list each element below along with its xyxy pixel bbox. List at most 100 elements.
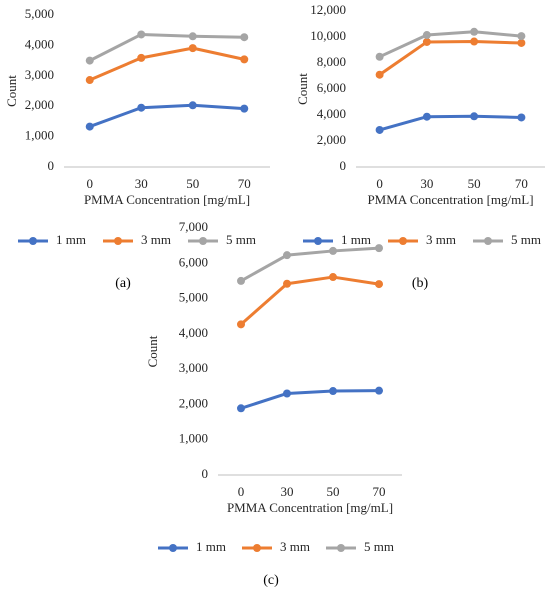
legend-marker bbox=[29, 237, 37, 245]
series-1mm bbox=[237, 386, 383, 413]
y-tick-label: 4,000 bbox=[25, 36, 54, 51]
series-line bbox=[89, 32, 245, 62]
data-point bbox=[329, 387, 337, 396]
data-point bbox=[85, 56, 94, 65]
legend-marker bbox=[337, 544, 345, 552]
data-point bbox=[517, 38, 526, 47]
y-axis-title: Count bbox=[145, 335, 160, 367]
legend-item: 3 mm bbox=[388, 232, 456, 247]
x-tick-label: 0 bbox=[87, 176, 94, 191]
data-point bbox=[188, 101, 197, 110]
legend-label: 5 mm bbox=[364, 539, 394, 554]
y-tick-label: 6,000 bbox=[317, 80, 346, 95]
series-5mm bbox=[85, 30, 249, 65]
legend-label: 5 mm bbox=[226, 232, 256, 247]
data-point bbox=[375, 52, 384, 61]
y-tick-label: 2,000 bbox=[179, 395, 208, 410]
series-line bbox=[89, 103, 245, 128]
chart-panel-c: 0 1,000 2,000 3,000 4,000 5,000 6,000 7,000 0 30 5… bbox=[145, 219, 402, 588]
legend-label: 1 mm bbox=[56, 232, 86, 247]
x-tick-label: 70 bbox=[373, 484, 386, 499]
chart-panel-b: 0 2,000 4,000 6,000 8,000 10,000 12,000 0 30 50 70… bbox=[295, 2, 545, 291]
data-point bbox=[375, 125, 384, 134]
y-tick-label: 3,000 bbox=[25, 67, 54, 82]
series-5mm bbox=[237, 244, 383, 285]
data-point bbox=[422, 112, 431, 121]
x-tick-label: 70 bbox=[515, 176, 528, 191]
y-tick-label: 8,000 bbox=[317, 54, 346, 69]
data-point bbox=[283, 389, 291, 398]
y-axis-title: Count bbox=[295, 73, 310, 105]
x-tick-label: 0 bbox=[238, 484, 245, 499]
data-point bbox=[329, 273, 337, 282]
data-point bbox=[188, 44, 197, 53]
y-axis-title: Count bbox=[4, 75, 19, 107]
series-line bbox=[240, 275, 380, 326]
legend-label: 3 mm bbox=[426, 232, 456, 247]
y-tick-label: 0 bbox=[202, 466, 209, 481]
legend-marker bbox=[314, 237, 322, 245]
data-point bbox=[517, 113, 526, 122]
data-point bbox=[470, 27, 479, 36]
data-point bbox=[237, 404, 245, 413]
data-point bbox=[240, 33, 249, 42]
legend-item: 1 mm bbox=[303, 232, 371, 247]
series-line bbox=[378, 40, 522, 76]
panel-label: (b) bbox=[412, 276, 429, 291]
series-1mm bbox=[85, 101, 249, 131]
data-point bbox=[240, 55, 249, 64]
series-3mm bbox=[85, 44, 249, 85]
x-axis-title: PMMA Concentration [mg/mL] bbox=[367, 192, 533, 207]
x-tick-label: 70 bbox=[238, 176, 251, 191]
legend-item: 5 mm bbox=[326, 539, 394, 554]
data-point bbox=[470, 37, 479, 46]
data-point bbox=[237, 276, 245, 285]
x-axis-title: PMMA Concentration [mg/mL] bbox=[227, 500, 393, 515]
y-tick-label: 0 bbox=[340, 158, 347, 173]
series-line bbox=[378, 30, 522, 59]
y-tick-label: 4,000 bbox=[179, 325, 208, 340]
y-tick-label: 4,000 bbox=[317, 106, 346, 121]
series-3mm bbox=[375, 37, 526, 79]
data-point bbox=[375, 244, 383, 253]
data-point bbox=[375, 70, 384, 79]
legend-marker bbox=[399, 237, 407, 245]
data-point bbox=[422, 31, 431, 40]
data-point bbox=[422, 37, 431, 46]
data-point bbox=[470, 112, 479, 121]
series-3mm bbox=[237, 273, 383, 329]
legend-marker bbox=[169, 544, 177, 552]
data-point bbox=[137, 30, 146, 39]
data-point bbox=[375, 280, 383, 289]
series-line bbox=[379, 114, 522, 132]
data-point bbox=[375, 386, 383, 395]
y-tick-label: 1,000 bbox=[25, 128, 54, 143]
x-tick-label: 50 bbox=[468, 176, 481, 191]
data-point bbox=[240, 104, 249, 113]
y-tick-label: 7,000 bbox=[179, 219, 208, 234]
y-tick-label: 0 bbox=[48, 158, 55, 173]
x-tick-label: 30 bbox=[281, 484, 294, 499]
y-tick-label: 12,000 bbox=[310, 2, 346, 17]
x-tick-label: 50 bbox=[327, 484, 340, 499]
legend-marker bbox=[484, 237, 492, 245]
y-tick-label: 2,000 bbox=[317, 132, 346, 147]
x-tick-label: 30 bbox=[135, 176, 148, 191]
series-line bbox=[89, 46, 245, 82]
series-line bbox=[240, 389, 380, 410]
data-point bbox=[329, 246, 337, 255]
series-line bbox=[240, 246, 380, 283]
legend-item: 1 mm bbox=[18, 232, 86, 247]
y-tick-label: 5,000 bbox=[179, 290, 208, 305]
panel-label: (a) bbox=[115, 276, 131, 291]
x-tick-label: 50 bbox=[186, 176, 199, 191]
data-point bbox=[137, 103, 146, 112]
legend-marker bbox=[199, 237, 207, 245]
legend-label: 5 mm bbox=[511, 232, 541, 247]
legend-item: 5 mm bbox=[188, 232, 256, 247]
legend-marker bbox=[253, 544, 261, 552]
legend-item: 3 mm bbox=[242, 539, 310, 554]
data-point bbox=[85, 122, 94, 131]
